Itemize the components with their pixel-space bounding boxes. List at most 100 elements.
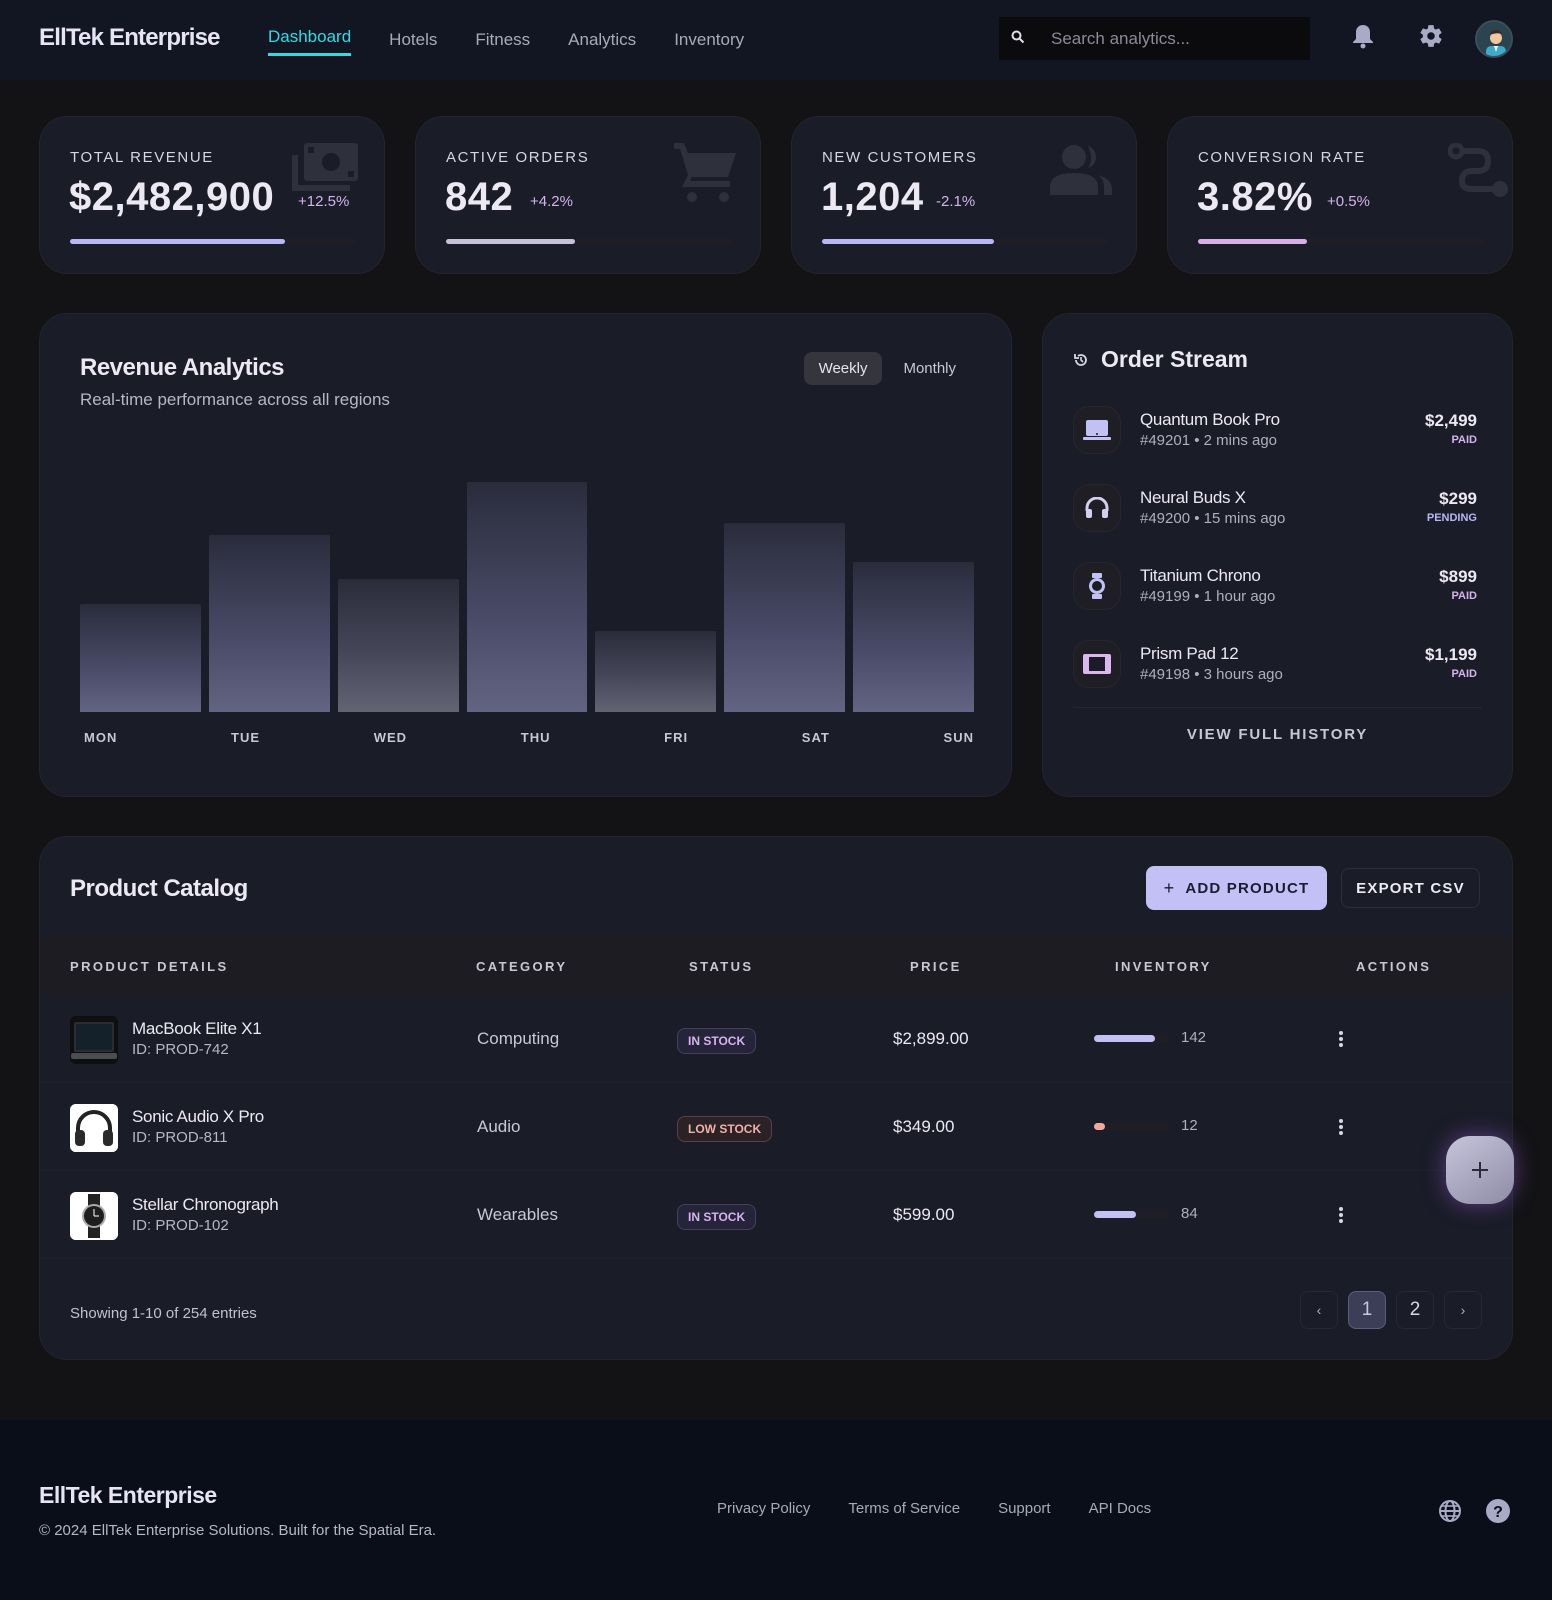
order-status: PAID — [1451, 590, 1477, 602]
kpi-progress — [1198, 239, 1484, 244]
kpi-value: $2,482,900 — [69, 175, 275, 219]
order-item[interactable]: Quantum Book Pro #49201 • 2 mins ago $2,… — [1073, 406, 1477, 458]
nav-fitness[interactable]: Fitness — [475, 30, 531, 49]
chart-bar-mon[interactable] — [80, 604, 201, 712]
main-nav: Dashboard Hotels Fitness Analytics Inven… — [268, 0, 744, 80]
kpi-label: NEW CUSTOMERS — [822, 149, 978, 166]
chart-bar-sun[interactable] — [853, 562, 975, 712]
terms-of-service-link[interactable]: Terms of Service — [848, 1500, 961, 1517]
x-tick-label: SUN — [943, 730, 974, 745]
order-product: Quantum Book Pro — [1140, 410, 1280, 429]
globe-icon[interactable] — [1437, 1498, 1463, 1524]
api-docs-link[interactable]: API Docs — [1088, 1500, 1152, 1517]
table-row[interactable]: Stellar Chronograph ID: PROD-102 Wearabl… — [40, 1171, 1512, 1259]
order-item[interactable]: Prism Pad 12 #49198 • 3 hours ago $1,199… — [1073, 640, 1477, 692]
chart-bar-fri[interactable] — [595, 631, 717, 712]
x-tick-label: TUE — [231, 730, 261, 745]
bell-icon[interactable] — [1350, 22, 1376, 50]
order-amount: $1,199 — [1425, 645, 1477, 664]
revenue-title: Revenue Analytics — [80, 354, 285, 381]
gear-icon[interactable] — [1418, 22, 1444, 50]
page-2-button[interactable]: 2 — [1396, 1291, 1434, 1329]
product-name: Stellar Chronograph — [132, 1195, 279, 1214]
period-toggle: Weekly Monthly — [803, 352, 971, 385]
x-tick-label: FRI — [664, 730, 689, 745]
order-product: Prism Pad 12 — [1140, 644, 1239, 663]
add-product-label: ADD PRODUCT — [1185, 879, 1310, 897]
inventory-count: 142 — [1181, 1029, 1207, 1046]
order-item[interactable]: Titanium Chrono #49199 • 1 hour ago $899… — [1073, 562, 1477, 614]
product-name: MacBook Elite X1 — [132, 1019, 262, 1038]
order-stream-title: Order Stream — [1101, 346, 1249, 372]
nav-inventory[interactable]: Inventory — [674, 30, 745, 49]
kpi-label: TOTAL REVENUE — [70, 149, 214, 166]
product-id: ID: PROD-742 — [132, 1041, 229, 1058]
kpi-progress — [70, 239, 356, 244]
nav-dashboard[interactable]: Dashboard — [268, 27, 352, 56]
col-status[interactable]: STATUS — [689, 959, 754, 974]
support-link[interactable]: Support — [998, 1500, 1051, 1517]
kpi-value: 1,204 — [821, 175, 924, 219]
more-actions-icon[interactable] — [1334, 1117, 1348, 1137]
chart-bar-tue[interactable] — [208, 535, 330, 712]
page-1-button[interactable]: 1 — [1348, 1291, 1386, 1329]
privacy-policy-link[interactable]: Privacy Policy — [717, 1500, 811, 1517]
order-meta: #49200 • 15 mins ago — [1140, 510, 1286, 527]
product-name: Sonic Audio X Pro — [132, 1107, 264, 1126]
product-id: ID: PROD-102 — [132, 1217, 229, 1234]
kpi-card-conversion-rate: CONVERSION RATE 3.82% +0.5% — [1167, 116, 1513, 274]
order-meta: #49198 • 3 hours ago — [1140, 666, 1283, 683]
export-csv-button[interactable]: EXPORT CSV — [1341, 868, 1480, 908]
status-badge: LOW STOCK — [677, 1116, 773, 1142]
col-inventory[interactable]: INVENTORY — [1115, 959, 1212, 974]
cart-icon — [674, 143, 736, 208]
col-product-details[interactable]: PRODUCT DETAILS — [70, 959, 229, 974]
status-badge: IN STOCK — [677, 1204, 757, 1230]
search-input[interactable] — [1051, 28, 1291, 49]
add-product-button[interactable]: + ADD PRODUCT — [1146, 866, 1327, 910]
brand-logo[interactable]: EllTek Enterprise — [39, 24, 221, 51]
table-row[interactable]: Sonic Audio X Pro ID: PROD-811 Audio LOW… — [40, 1083, 1512, 1171]
chart-x-axis: MON TUE WED THU FRI SAT SUN — [80, 730, 974, 745]
product-price: $2,899.00 — [893, 1029, 969, 1048]
x-tick-label: THU — [520, 730, 551, 745]
kpi-delta: +0.5% — [1327, 193, 1370, 210]
nav-hotels[interactable]: Hotels — [389, 30, 438, 49]
col-price[interactable]: PRICE — [910, 959, 962, 974]
col-category[interactable]: CATEGORY — [476, 959, 568, 974]
view-full-history-button[interactable]: VIEW FULL HISTORY — [1186, 726, 1369, 743]
help-icon[interactable]: ? — [1485, 1498, 1511, 1524]
kpi-value: 3.82% — [1197, 175, 1313, 219]
plus-icon: + — [1163, 877, 1176, 898]
more-actions-icon[interactable] — [1334, 1029, 1348, 1049]
inventory-bar — [1094, 1211, 1170, 1218]
floating-add-button[interactable] — [1446, 1136, 1514, 1204]
kpi-card-new-customers: NEW CUSTOMERS 1,204 -2.1% — [791, 116, 1137, 274]
footer-copyright: © 2024 EllTek Enterprise Solutions. Buil… — [39, 1522, 437, 1539]
prev-page-button[interactable]: ‹ — [1300, 1291, 1338, 1329]
order-product: Titanium Chrono — [1140, 566, 1261, 585]
pagination: ‹ 1 2 › — [1300, 1291, 1482, 1329]
kpi-delta: +12.5% — [298, 193, 350, 210]
tablet-icon — [1073, 640, 1121, 688]
pagination-summary: Showing 1-10 of 254 entries — [70, 1305, 257, 1322]
product-category: Audio — [477, 1117, 521, 1136]
table-row[interactable]: MacBook Elite X1 ID: PROD-742 Computing … — [40, 995, 1512, 1083]
search-box — [999, 17, 1310, 60]
next-page-button[interactable]: › — [1444, 1291, 1482, 1329]
order-item[interactable]: Neural Buds X #49200 • 15 mins ago $299 … — [1073, 484, 1477, 536]
user-avatar[interactable] — [1475, 20, 1513, 58]
kpi-card-active-orders: ACTIVE ORDERS 842 +4.2% — [415, 116, 761, 274]
chart-bar-sat[interactable] — [724, 523, 846, 712]
toggle-weekly[interactable]: Weekly — [803, 352, 883, 385]
nav-analytics[interactable]: Analytics — [568, 30, 637, 49]
history-icon — [1073, 352, 1089, 373]
chart-bar-thu[interactable] — [466, 482, 588, 712]
x-tick-label: MON — [84, 730, 118, 745]
order-status: PAID — [1451, 668, 1477, 680]
more-actions-icon[interactable] — [1334, 1205, 1348, 1225]
chart-bar-wed[interactable] — [337, 579, 459, 712]
watch-icon — [1073, 562, 1121, 610]
toggle-monthly[interactable]: Monthly — [903, 360, 956, 377]
search-icon — [1011, 30, 1051, 47]
